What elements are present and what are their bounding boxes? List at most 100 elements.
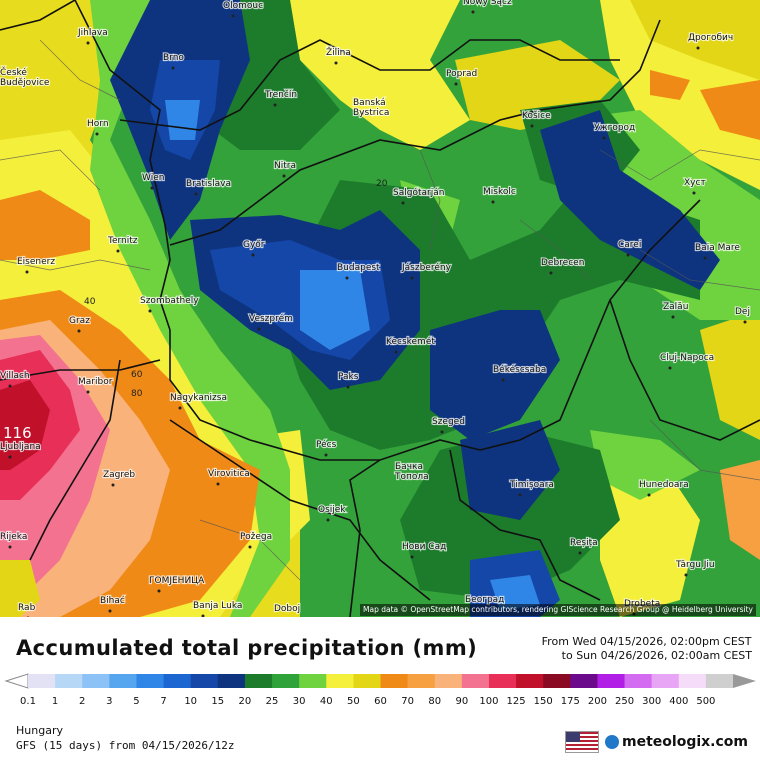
scale-swatch	[82, 674, 110, 688]
city-label: Dej	[735, 307, 750, 317]
city-marker	[157, 589, 161, 593]
city-marker	[77, 329, 81, 333]
scale-swatch	[407, 674, 436, 688]
city-marker	[25, 270, 29, 274]
city-marker	[257, 327, 261, 331]
scale-label: 20	[238, 696, 252, 707]
city-label: Cluj-Napoca	[660, 353, 714, 363]
scale-swatch	[190, 674, 219, 688]
city-label: Pécs	[316, 439, 337, 450]
city-marker	[178, 406, 182, 410]
city-label: Győr	[243, 240, 265, 250]
city-label: Београд	[465, 595, 504, 605]
city-label: Eisenerz	[17, 257, 55, 267]
city-marker	[231, 14, 235, 18]
city-label: Reșița	[570, 538, 598, 548]
scale-swatch	[272, 674, 300, 688]
city-label: Szombathely	[140, 296, 199, 306]
scale-swatch	[55, 674, 83, 688]
scale-swatch	[136, 674, 165, 688]
city-labels: Olomouc Nowy Sącz Jihlava Brno Žilina Poprad Д…	[0, 0, 751, 617]
city-label: Дрогобич	[688, 33, 733, 43]
city-marker	[108, 609, 112, 613]
city-label: Kecskemét	[386, 336, 435, 347]
scale-label: 40	[319, 696, 333, 707]
city-marker	[394, 350, 398, 354]
brand-logo[interactable]: meteologix.com	[565, 731, 748, 753]
city-marker	[194, 192, 198, 196]
city-label: Békéscsaba	[493, 364, 546, 375]
city-label: Nagykanizsa	[170, 393, 227, 403]
scale-label: 500	[696, 696, 716, 707]
scale-swatch	[516, 674, 544, 688]
contour-label-80: 80	[131, 389, 143, 399]
scale-swatch	[651, 674, 680, 688]
city-marker	[86, 41, 90, 45]
city-marker	[626, 253, 630, 257]
scale-label: 30	[292, 696, 306, 707]
color-scale-bar	[4, 673, 756, 689]
city-marker	[696, 46, 700, 50]
city-label: Osijek	[318, 505, 346, 515]
city-label: Maribor	[78, 377, 113, 387]
scale-label: 70	[401, 696, 414, 707]
city-marker	[602, 136, 606, 140]
city-label: Топола	[394, 472, 429, 482]
scale-label: 5	[133, 696, 140, 707]
city-marker	[703, 256, 707, 260]
city-label: Budějovice	[0, 78, 50, 88]
scale-label: 15	[211, 696, 225, 707]
city-label: Zalău	[663, 302, 688, 312]
city-label: Baia Mare	[695, 243, 740, 253]
city-label: Trenčín	[264, 89, 297, 100]
city-marker	[95, 132, 99, 136]
city-marker	[116, 249, 120, 253]
city-label: Jászberény	[401, 262, 452, 273]
city-marker	[251, 253, 255, 257]
city-marker	[86, 390, 90, 394]
scale-label: 100	[479, 696, 499, 707]
city-label: Ужгород	[594, 123, 635, 133]
scale-label: 60	[374, 696, 387, 707]
scale-label: 200	[587, 696, 607, 707]
model-info: GFS (15 days) from 04/15/2026/12z	[16, 739, 235, 752]
city-label: Olomouc	[223, 1, 263, 11]
city-marker	[471, 10, 475, 14]
city-label: Košice	[522, 110, 551, 121]
city-marker	[518, 493, 522, 497]
city-marker	[346, 385, 350, 389]
city-label: Wien	[142, 173, 164, 183]
scale-label: 25	[265, 696, 279, 707]
city-label: Бачка	[395, 462, 423, 472]
region-name: Hungary	[16, 724, 63, 737]
city-marker	[401, 201, 405, 205]
city-marker	[324, 453, 328, 457]
city-label: Rijeka	[0, 532, 27, 542]
scale-label: 250	[614, 696, 635, 707]
city-marker	[8, 545, 12, 549]
city-label: Хуст	[684, 178, 706, 188]
city-marker	[530, 124, 534, 128]
contour-label-60: 60	[131, 370, 143, 380]
city-label: Bihać	[100, 595, 125, 606]
brand-name[interactable]: meteologix.com	[605, 734, 748, 750]
us-flag-icon[interactable]	[565, 731, 600, 753]
city-marker	[668, 366, 672, 370]
max-value-label: 116	[3, 424, 32, 442]
city-label: České	[0, 66, 27, 78]
country-borders	[0, 0, 760, 617]
scale-swatch	[353, 674, 381, 688]
scale-label: 50	[347, 696, 360, 707]
city-label: Carei	[618, 240, 641, 250]
city-marker	[345, 276, 349, 280]
city-marker	[403, 475, 407, 479]
scale-swatch	[28, 674, 56, 688]
scale-label: 125	[506, 696, 526, 707]
scale-label: 300	[642, 696, 662, 707]
scale-label: 400	[669, 696, 689, 707]
city-marker	[684, 573, 688, 577]
city-marker	[150, 186, 154, 190]
scale-swatch	[678, 674, 707, 688]
city-marker	[491, 200, 495, 204]
city-marker	[148, 309, 152, 313]
